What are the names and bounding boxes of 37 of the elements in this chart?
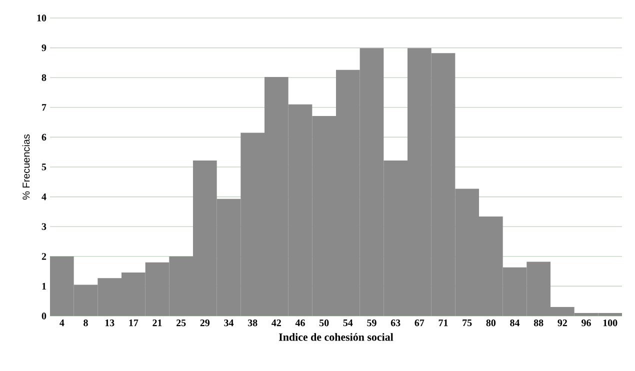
x-tick-label: 38 (248, 320, 258, 326)
x-tick-label: 67 (414, 320, 424, 326)
y-tick-label: 3 (42, 223, 46, 230)
x-tick-label: 29 (200, 320, 210, 326)
y-tick-label: 6 (42, 134, 46, 141)
x-tick-label: 84 (510, 320, 520, 326)
x-tick-label: 46 (295, 320, 305, 326)
x-tick-label: 63 (390, 320, 400, 326)
x-tick-label: 54 (343, 320, 353, 326)
x-tick-label: 13 (105, 320, 114, 326)
y-tick-label: 9 (42, 44, 46, 52)
x-tick-label: 92 (558, 320, 567, 326)
y-axis-title: % Frecuencias (22, 134, 30, 200)
x-tick-label: 4 (60, 320, 64, 326)
y-tick-label: 10 (37, 14, 46, 22)
x-tick-label: 88 (534, 320, 544, 326)
x-tick-label: 96 (582, 320, 591, 326)
y-tick-label: 0 (42, 312, 46, 320)
y-tick-label: 7 (42, 104, 46, 111)
x-axis-title: Indice de cohesión social (278, 333, 394, 341)
x-tick-label: 75 (462, 320, 472, 326)
x-tick-label: 42 (272, 320, 281, 326)
x-tick-label: 80 (486, 320, 496, 326)
x-tick-label: 100 (603, 320, 618, 326)
x-tick-label: 17 (129, 320, 138, 326)
x-tick-label: 50 (320, 320, 329, 326)
x-tick-label: 71 (438, 320, 448, 326)
y-tick-label: 5 (42, 164, 46, 170)
y-tick-label: 1 (42, 282, 46, 290)
x-tick-label: 59 (367, 320, 376, 326)
y-tick-label: 8 (42, 74, 46, 81)
y-tick-label: 4 (42, 194, 46, 200)
x-tick-label: 25 (176, 320, 186, 326)
y-tick-label: 2 (42, 253, 46, 260)
x-tick-label: 8 (84, 320, 88, 326)
x-tick-label: 21 (152, 320, 162, 326)
x-tick-label: 34 (224, 320, 234, 326)
